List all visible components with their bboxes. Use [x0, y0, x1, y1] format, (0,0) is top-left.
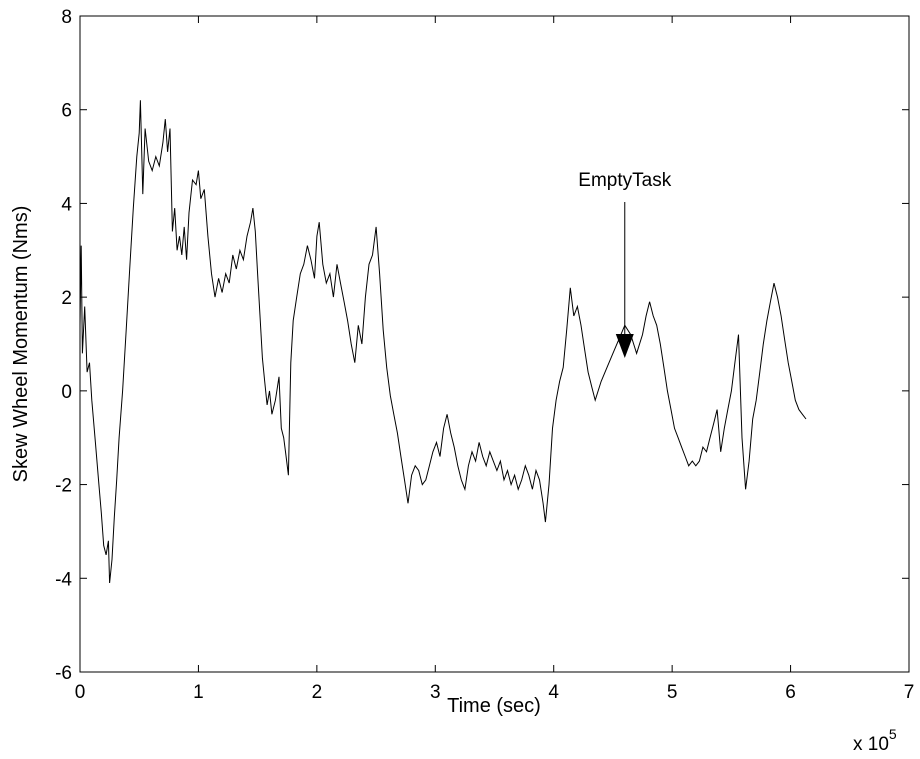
annotation-layer: EmptyTask — [578, 170, 672, 359]
annotation-arrow-head — [615, 334, 634, 359]
x-axis-exponent-power: 5 — [889, 726, 897, 742]
x-axis-label: Time (sec) — [447, 695, 541, 717]
y-tick-label: -4 — [55, 569, 72, 590]
x-tick-label: 5 — [667, 682, 678, 703]
y-tick-label: 2 — [61, 288, 72, 309]
x-tick-label: 2 — [312, 682, 323, 703]
y-tick-label: 6 — [61, 101, 72, 122]
y-tick-label: 4 — [61, 194, 72, 215]
y-tick-label: -6 — [55, 663, 72, 684]
y-tick-label: 0 — [61, 382, 72, 403]
y-axis-label: Skew Wheel Momentum (Nms) — [10, 206, 32, 483]
x-axis-exponent-base: x 10 — [853, 734, 889, 755]
plot-area — [80, 16, 909, 672]
y-tick-label: -2 — [55, 476, 72, 497]
series-line — [79, 100, 807, 584]
annotation-label: EmptyTask — [578, 170, 671, 191]
x-tick-label: 6 — [785, 682, 796, 703]
x-tick-label: 0 — [75, 682, 86, 703]
y-tick-label: 8 — [61, 7, 72, 28]
x-tick-label: 1 — [193, 682, 204, 703]
x-tick-label: 4 — [548, 682, 559, 703]
x-axis-exponent: x 105 — [853, 726, 897, 755]
plot-frame — [79, 15, 910, 673]
x-tick-label: 7 — [904, 682, 915, 703]
x-tick-label: 3 — [430, 682, 441, 703]
x-axis-ticks: 0 1 2 3 4 5 6 7 — [75, 16, 915, 703]
y-axis-ticks: -6 -4 -2 0 2 4 6 8 — [55, 7, 909, 684]
